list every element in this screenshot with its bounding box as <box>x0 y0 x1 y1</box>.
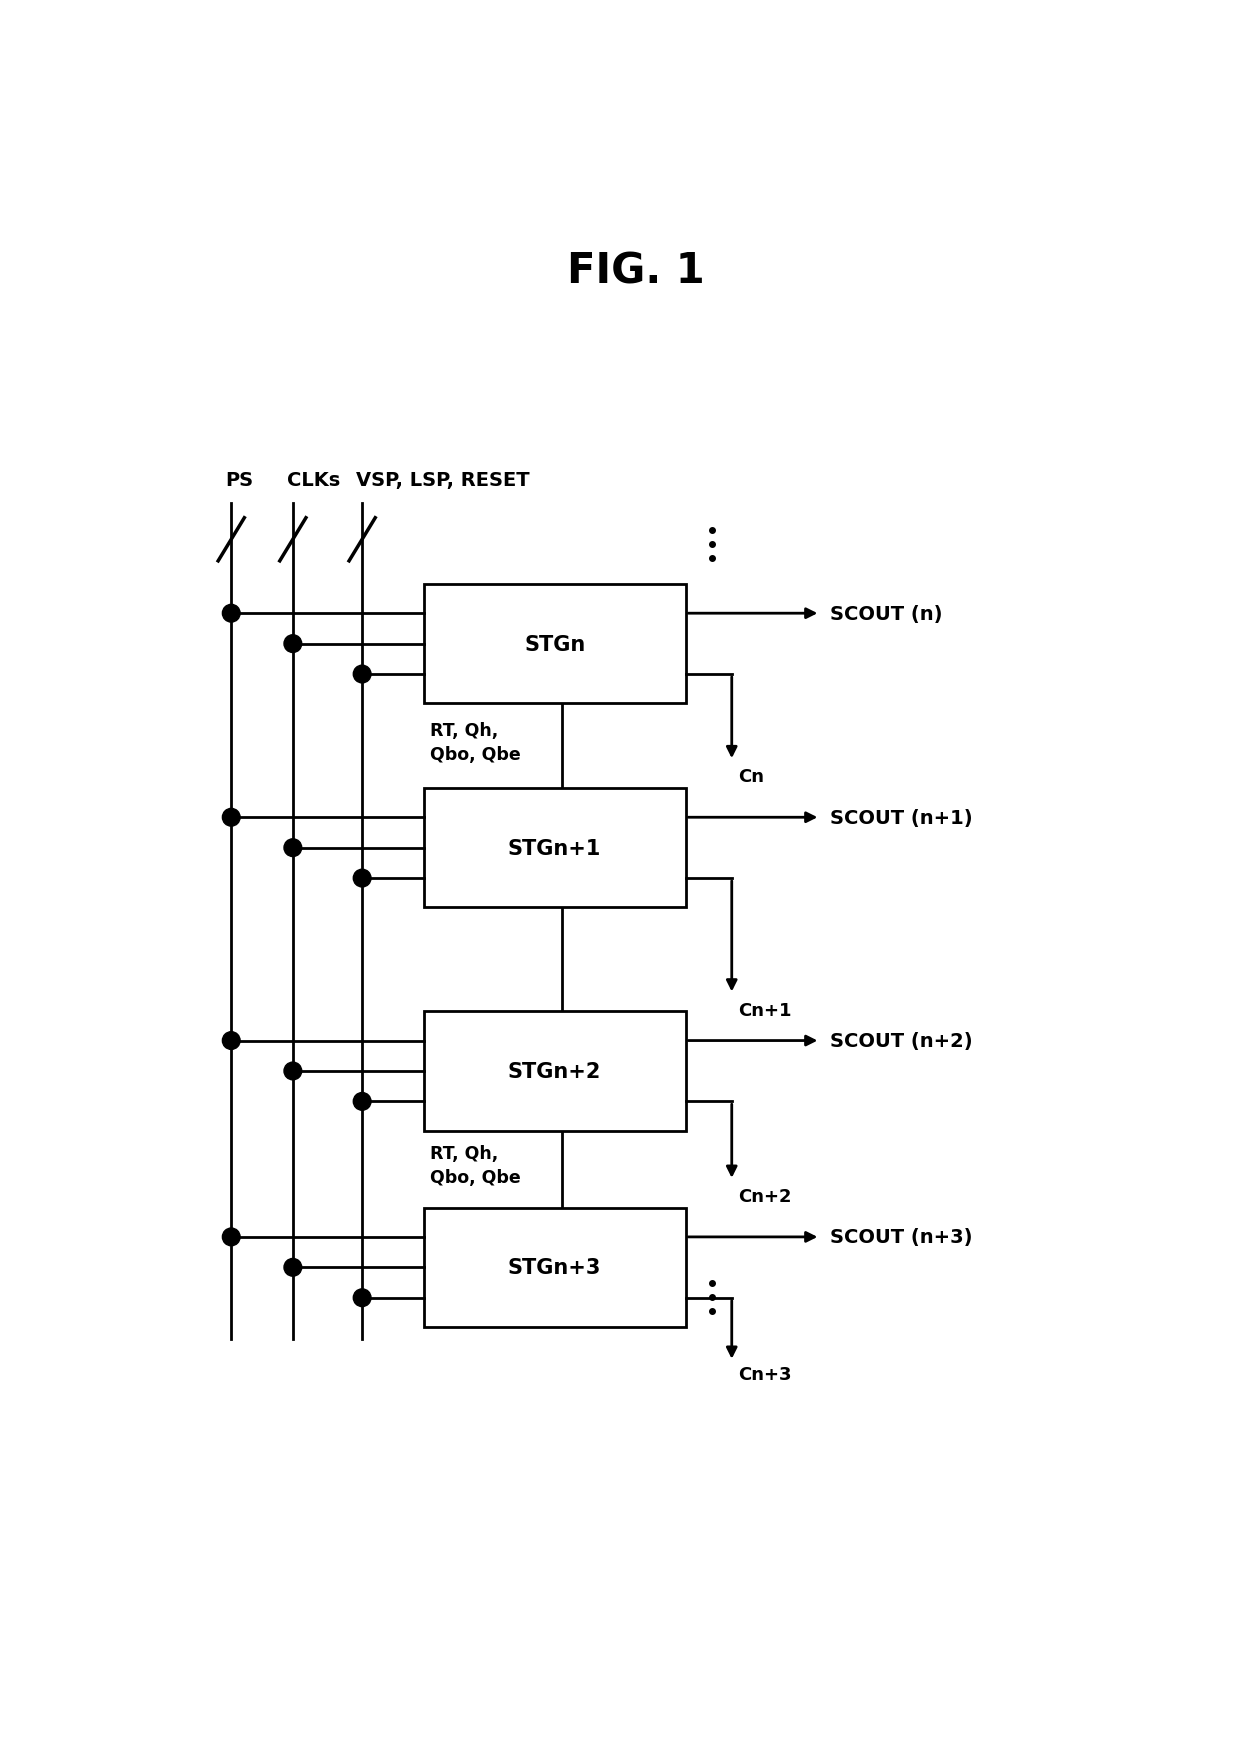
Bar <box>424 584 686 704</box>
Circle shape <box>284 839 301 856</box>
Circle shape <box>353 870 371 888</box>
Circle shape <box>284 635 301 653</box>
Bar <box>424 1207 686 1327</box>
Bar <box>424 788 686 907</box>
Text: STGn+1: STGn+1 <box>508 839 601 858</box>
Text: RT, Qh,
Qbo, Qbe: RT, Qh, Qbo, Qbe <box>430 1144 521 1186</box>
Circle shape <box>353 1290 371 1307</box>
Text: STGn+2: STGn+2 <box>508 1062 601 1081</box>
Text: STGn+3: STGn+3 <box>508 1258 601 1278</box>
Text: SCOUT (n+1): SCOUT (n+1) <box>830 809 972 827</box>
Text: RT, Qh,
Qbo, Qbe: RT, Qh, Qbo, Qbe <box>430 721 521 763</box>
Circle shape <box>222 605 241 623</box>
Text: STGn: STGn <box>525 634 585 655</box>
Circle shape <box>284 1062 301 1081</box>
Text: Cn+3: Cn+3 <box>738 1365 791 1383</box>
Text: SCOUT (n+2): SCOUT (n+2) <box>830 1032 972 1051</box>
Text: PS: PS <box>226 470 253 490</box>
Circle shape <box>353 1093 371 1111</box>
Text: Cn+1: Cn+1 <box>738 1000 791 1020</box>
Text: Cn+2: Cn+2 <box>738 1186 791 1206</box>
Bar <box>424 1011 686 1130</box>
Circle shape <box>353 665 371 683</box>
Circle shape <box>222 809 241 827</box>
Circle shape <box>222 1228 241 1246</box>
Text: SCOUT (n): SCOUT (n) <box>830 604 942 623</box>
Text: VSP, LSP, RESET: VSP, LSP, RESET <box>356 470 529 490</box>
Text: SCOUT (n+3): SCOUT (n+3) <box>830 1228 972 1246</box>
Text: CLKs: CLKs <box>286 470 340 490</box>
Circle shape <box>284 1258 301 1276</box>
Text: Cn: Cn <box>738 767 764 786</box>
Text: FIG. 1: FIG. 1 <box>567 251 704 293</box>
Circle shape <box>222 1032 241 1049</box>
